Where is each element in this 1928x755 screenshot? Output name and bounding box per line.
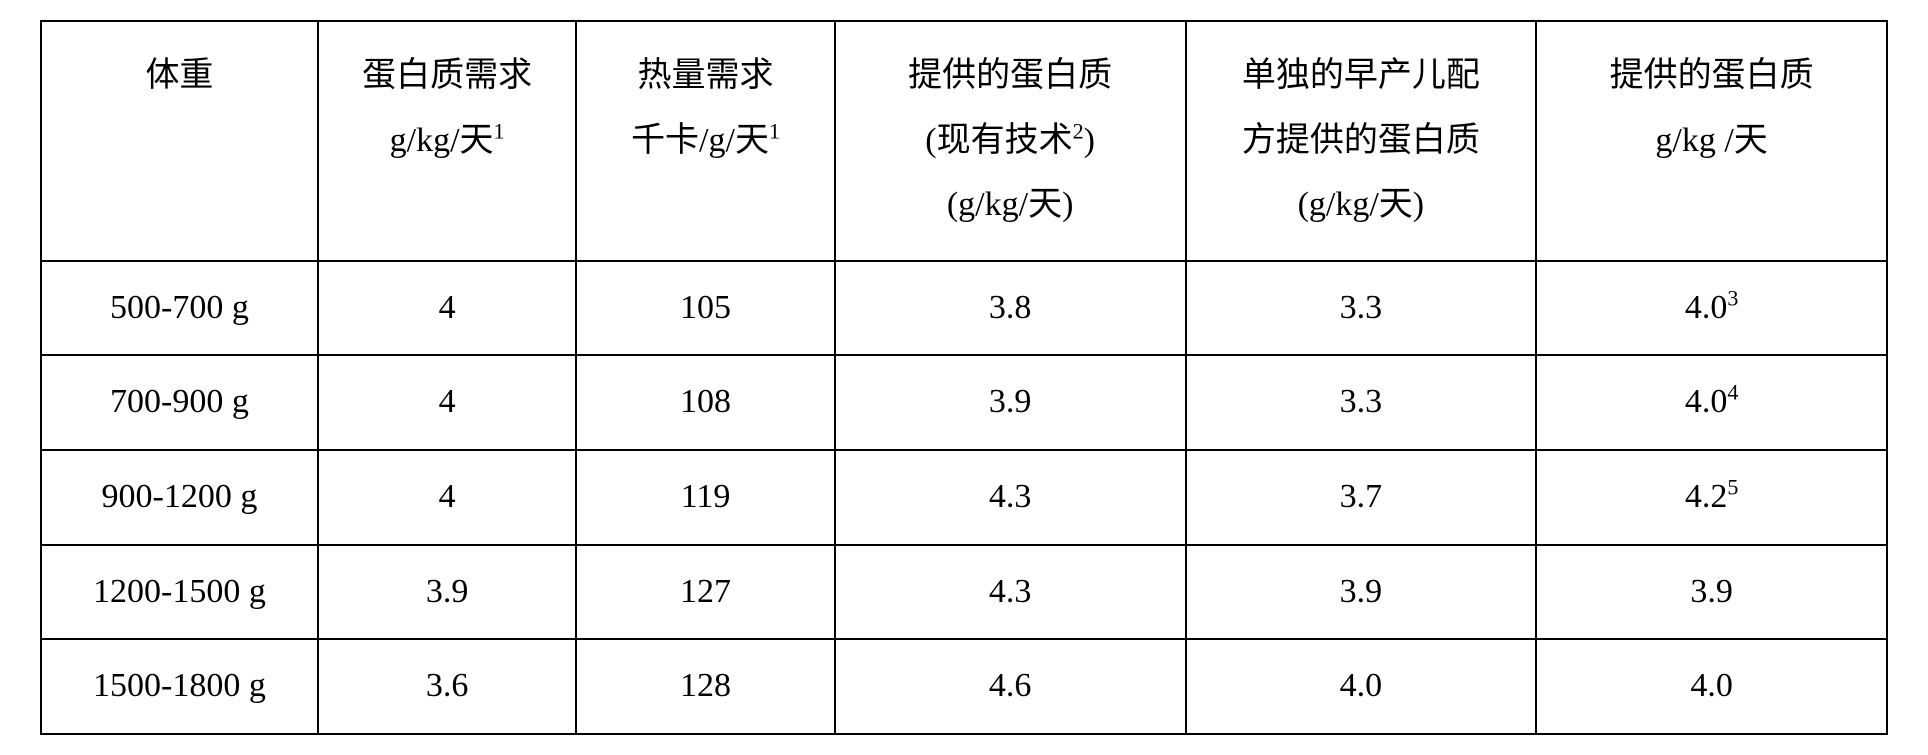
footnote-ref: 3 — [1727, 285, 1738, 310]
table-row: 1500-1800 g 3.6 128 4.6 4.0 4.0 — [41, 639, 1887, 734]
footnote-ref: 5 — [1727, 475, 1738, 500]
table-row: 700-900 g 4 108 3.9 3.3 4.04 — [41, 355, 1887, 450]
header-text: 千卡/g/天1 — [583, 109, 827, 174]
cell-protein-need: 4 — [318, 261, 576, 356]
cell-protein-prior: 3.8 — [835, 261, 1186, 356]
footnote-ref: 2 — [1073, 118, 1084, 143]
col-header-protein-need: 蛋白质需求 g/kg/天1 — [318, 21, 576, 261]
header-text: 单独的早产儿配 — [1193, 44, 1530, 109]
cell-protein-prior: 4.3 — [835, 450, 1186, 545]
table-row: 500-700 g 4 105 3.8 3.3 4.03 — [41, 261, 1887, 356]
cell-weight: 500-700 g — [41, 261, 318, 356]
cell-protein-prior: 4.3 — [835, 545, 1186, 640]
cell-weight: 1200-1500 g — [41, 545, 318, 640]
table-row: 900-1200 g 4 119 4.3 3.7 4.25 — [41, 450, 1887, 545]
footnote-ref: 1 — [494, 118, 505, 143]
cell-protein-alone: 3.3 — [1186, 355, 1537, 450]
cell-protein-alone: 3.7 — [1186, 450, 1537, 545]
cell-weight: 900-1200 g — [41, 450, 318, 545]
cell-protein-need: 3.9 — [318, 545, 576, 640]
col-header-protein-prov: 提供的蛋白质 g/kg /天 — [1536, 21, 1887, 261]
cell-energy-need: 119 — [576, 450, 834, 545]
cell-energy-need: 127 — [576, 545, 834, 640]
cell-protein-prior: 3.9 — [835, 355, 1186, 450]
cell-protein-prior: 4.6 — [835, 639, 1186, 734]
cell-protein-need: 4 — [318, 450, 576, 545]
col-header-energy-need: 热量需求 千卡/g/天1 — [576, 21, 834, 261]
cell-protein-prov: 4.0 — [1536, 639, 1887, 734]
cell-protein-prov: 3.9 — [1536, 545, 1887, 640]
header-text: (g/kg/天) — [842, 173, 1179, 238]
cell-weight: 1500-1800 g — [41, 639, 318, 734]
header-text: (现有技术2) — [842, 109, 1179, 174]
footnote-ref: 4 — [1727, 380, 1738, 405]
header-text: 蛋白质需求 — [325, 44, 569, 109]
table-body: 500-700 g 4 105 3.8 3.3 4.03 700-900 g 4… — [41, 261, 1887, 734]
cell-protein-need: 3.6 — [318, 639, 576, 734]
cell-protein-prov: 4.04 — [1536, 355, 1887, 450]
cell-protein-alone: 4.0 — [1186, 639, 1537, 734]
cell-energy-need: 105 — [576, 261, 834, 356]
table-row: 1200-1500 g 3.9 127 4.3 3.9 3.9 — [41, 545, 1887, 640]
footnote-ref: 1 — [769, 118, 780, 143]
header-text: (g/kg/天) — [1193, 173, 1530, 238]
cell-protein-alone: 3.3 — [1186, 261, 1537, 356]
table-header-row: 体重 蛋白质需求 g/kg/天1 热量需求 千卡/g/天1 提供的蛋白质 (现有… — [41, 21, 1887, 261]
cell-protein-prov: 4.03 — [1536, 261, 1887, 356]
cell-energy-need: 128 — [576, 639, 834, 734]
header-text: 提供的蛋白质 — [1543, 44, 1880, 109]
cell-protein-need: 4 — [318, 355, 576, 450]
col-header-protein-alone: 单独的早产儿配 方提供的蛋白质 (g/kg/天) — [1186, 21, 1537, 261]
cell-energy-need: 108 — [576, 355, 834, 450]
header-text: 提供的蛋白质 — [842, 44, 1179, 109]
header-text: 热量需求 — [583, 44, 827, 109]
cell-protein-alone: 3.9 — [1186, 545, 1537, 640]
header-text: 方提供的蛋白质 — [1193, 109, 1530, 174]
protein-requirement-table: 体重 蛋白质需求 g/kg/天1 热量需求 千卡/g/天1 提供的蛋白质 (现有… — [40, 20, 1888, 735]
header-text: 体重 — [48, 44, 311, 109]
col-header-protein-prior: 提供的蛋白质 (现有技术2) (g/kg/天) — [835, 21, 1186, 261]
col-header-weight: 体重 — [41, 21, 318, 261]
cell-weight: 700-900 g — [41, 355, 318, 450]
header-text: g/kg/天1 — [325, 109, 569, 174]
cell-protein-prov: 4.25 — [1536, 450, 1887, 545]
header-text: g/kg /天 — [1543, 109, 1880, 174]
